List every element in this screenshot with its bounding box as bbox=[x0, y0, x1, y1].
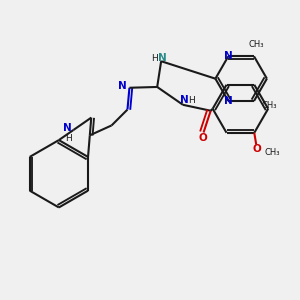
Text: N: N bbox=[63, 123, 71, 133]
Text: N: N bbox=[224, 96, 233, 106]
Text: H: H bbox=[188, 95, 195, 104]
Text: N: N bbox=[180, 95, 188, 105]
Text: CH₃: CH₃ bbox=[261, 101, 277, 110]
Text: H: H bbox=[65, 134, 71, 143]
Text: O: O bbox=[253, 144, 261, 154]
Text: CH₃: CH₃ bbox=[248, 40, 264, 49]
Text: H: H bbox=[151, 53, 158, 62]
Text: N: N bbox=[118, 81, 127, 91]
Text: O: O bbox=[198, 134, 207, 143]
Text: N: N bbox=[158, 53, 167, 63]
Text: CH₃: CH₃ bbox=[265, 148, 280, 157]
Text: N: N bbox=[224, 51, 233, 62]
